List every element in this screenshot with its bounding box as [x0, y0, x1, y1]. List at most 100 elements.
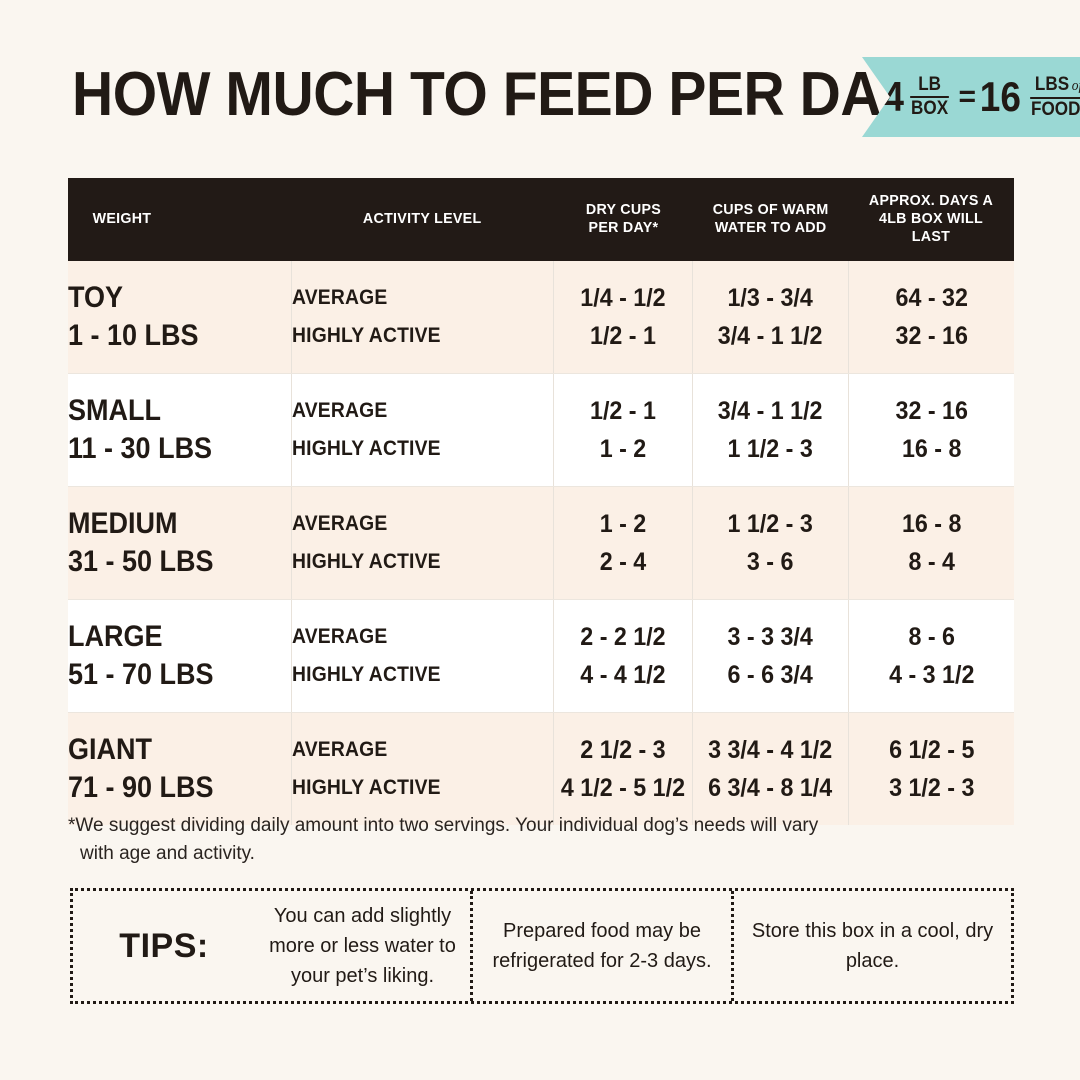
header-weight: WEIGHT	[92, 210, 152, 227]
weight-size-label: SMALL	[68, 394, 161, 427]
cell-activity: AVERAGE HIGHLY ACTIVE	[291, 373, 555, 487]
water-highly-active: 6 - 6 3/4	[727, 661, 814, 689]
cell-days-lasting: 64 - 32 32 - 16	[848, 261, 1014, 374]
table-row: SMALL 11 - 30 LBS AVERAGE HIGHLY ACTIVE …	[68, 373, 1014, 487]
box-yield-banner: 4 LB BOX = 16 LBS of FOOD!	[844, 57, 1080, 137]
activity-average-label: AVERAGE	[291, 399, 388, 422]
tips-label: TIPS:	[119, 926, 209, 965]
header-cups-of-warm-water: CUPS OF WARM WATER TO ADD	[697, 178, 845, 261]
activity-average-label: AVERAGE	[291, 512, 388, 535]
water-highly-active: 1 1/2 - 3	[727, 435, 814, 463]
days-highly-active: 4 - 3 1/2	[888, 661, 974, 689]
dry-cups-average: 1/4 - 1/2	[580, 284, 666, 312]
cell-activity: AVERAGE HIGHLY ACTIVE	[291, 486, 555, 600]
tip-item-water-amount: You can add slightly more or less water …	[269, 905, 456, 987]
cell-activity: AVERAGE HIGHLY ACTIVE	[291, 599, 555, 713]
cell-weight: GIANT 71 - 90 LBS	[68, 712, 292, 825]
weight-range-label: 31 - 50 LBS	[68, 545, 214, 578]
header-dry-cups-line2: PER DAY*	[588, 219, 659, 236]
dry-cups-average: 1 - 2	[600, 510, 647, 538]
header-dry-cups-line1: DRY CUPS	[585, 201, 661, 218]
tips-label-cell: TIPS:	[73, 891, 255, 1001]
cell-warm-water: 1/3 - 3/4 3/4 - 1 1/2	[692, 261, 849, 374]
water-average: 3 - 3 3/4	[727, 623, 814, 651]
cell-days-lasting: 16 - 8 8 - 4	[848, 486, 1014, 600]
banner-unit-denominator: BOX	[910, 96, 950, 119]
box-yield-expression: 4 LB BOX = 16 LBS of FOOD!	[882, 73, 1080, 120]
cell-dry-cups: 2 - 2 1/2 4 - 4 1/2	[553, 599, 694, 713]
cell-dry-cups: 1/4 - 1/2 1/2 - 1	[553, 261, 694, 374]
weight-size-label: LARGE	[68, 620, 163, 653]
water-average: 1/3 - 3/4	[727, 284, 814, 312]
banner-box-quantity: 4	[883, 73, 904, 120]
cell-warm-water: 3 - 3 3/4 6 - 6 3/4	[692, 599, 849, 713]
header-water-line1: CUPS OF WARM	[712, 201, 829, 218]
weight-range-label: 71 - 90 LBS	[68, 771, 214, 804]
cell-days-lasting: 8 - 6 4 - 3 1/2	[848, 599, 1014, 713]
feeding-table: WEIGHT ACTIVITY LEVEL DRY CUPS PER DAY* …	[68, 178, 1014, 825]
banner-unit-fraction: LB BOX	[910, 74, 950, 119]
footnote: *We suggest dividing daily amount into t…	[68, 812, 968, 868]
cell-days-lasting: 6 1/2 - 5 3 1/2 - 3	[848, 712, 1014, 825]
cell-warm-water: 1 1/2 - 3 3 - 6	[692, 486, 849, 600]
water-average: 1 1/2 - 3	[727, 510, 814, 538]
header-dry-cups-per-day: DRY CUPS PER DAY*	[557, 178, 689, 261]
banner-unit-numerator: LB	[918, 74, 942, 95]
dry-cups-highly-active: 2 - 4	[600, 548, 647, 576]
activity-average-label: AVERAGE	[291, 286, 388, 309]
activity-highly-active-label: HIGHLY ACTIVE	[291, 324, 441, 347]
dry-cups-highly-active: 4 1/2 - 5 1/2	[561, 774, 686, 802]
header-days-line1: APPROX. DAYS A	[868, 192, 994, 209]
header-approx-days: APPROX. DAYS A 4LB BOX WILL LAST	[852, 178, 1010, 261]
table-body: TOY 1 - 10 LBS AVERAGE HIGHLY ACTIVE 1/4…	[68, 261, 1014, 825]
cell-days-lasting: 32 - 16 16 - 8	[848, 373, 1014, 487]
water-average: 3/4 - 1 1/2	[718, 397, 823, 425]
activity-highly-active-label: HIGHLY ACTIVE	[291, 776, 441, 799]
page-title: HOW MUCH TO FEED PER DAY	[72, 60, 914, 129]
cell-warm-water: 3 3/4 - 4 1/2 6 3/4 - 8 1/4	[692, 712, 849, 825]
table-header: WEIGHT ACTIVITY LEVEL DRY CUPS PER DAY* …	[68, 178, 1014, 261]
days-average: 8 - 6	[908, 623, 955, 651]
table-row: TOY 1 - 10 LBS AVERAGE HIGHLY ACTIVE 1/4…	[68, 261, 1014, 374]
cell-weight: TOY 1 - 10 LBS	[68, 261, 292, 374]
weight-size-label: GIANT	[68, 733, 152, 766]
dry-cups-highly-active: 4 - 4 1/2	[580, 661, 666, 689]
banner-result-quantity: 16	[979, 73, 1021, 120]
banner-result-denominator: FOOD!	[1029, 96, 1080, 120]
cell-weight: SMALL 11 - 30 LBS	[68, 373, 292, 487]
days-highly-active: 32 - 16	[895, 322, 968, 350]
tip-item-storage: Store this box in a cool, dry place.	[731, 891, 1011, 1001]
water-average: 3 3/4 - 4 1/2	[708, 736, 833, 764]
banner-equals-sign: =	[958, 80, 977, 113]
table-header-row: WEIGHT ACTIVITY LEVEL DRY CUPS PER DAY* …	[68, 178, 1014, 261]
activity-highly-active-label: HIGHLY ACTIVE	[291, 550, 441, 573]
banner-result-of: of	[1071, 77, 1080, 94]
footnote-line2: with age and activity.	[80, 843, 255, 864]
cell-warm-water: 3/4 - 1 1/2 1 1/2 - 3	[692, 373, 849, 487]
days-average: 32 - 16	[895, 397, 968, 425]
cell-dry-cups: 1 - 2 2 - 4	[553, 486, 694, 600]
cell-activity: AVERAGE HIGHLY ACTIVE	[291, 261, 555, 374]
dry-cups-average: 1/2 - 1	[590, 397, 657, 425]
days-highly-active: 8 - 4	[908, 548, 955, 576]
dry-cups-highly-active: 1/2 - 1	[590, 322, 657, 350]
days-average: 64 - 32	[895, 284, 968, 312]
footnote-line1: *We suggest dividing daily amount into t…	[68, 815, 819, 836]
weight-size-label: TOY	[68, 281, 124, 314]
table-row: MEDIUM 31 - 50 LBS AVERAGE HIGHLY ACTIVE…	[68, 486, 1014, 600]
dry-cups-average: 2 1/2 - 3	[580, 736, 666, 764]
cell-weight: LARGE 51 - 70 LBS	[68, 599, 292, 713]
weight-range-label: 51 - 70 LBS	[68, 658, 214, 691]
days-average: 16 - 8	[901, 510, 961, 538]
tip-item-refrigerate: Prepared food may be refrigerated for 2-…	[470, 891, 731, 1001]
weight-range-label: 11 - 30 LBS	[68, 432, 213, 465]
dry-cups-average: 2 - 2 1/2	[580, 623, 666, 651]
weight-size-label: MEDIUM	[68, 507, 178, 540]
cell-dry-cups: 1/2 - 1 1 - 2	[553, 373, 694, 487]
activity-highly-active-label: HIGHLY ACTIVE	[291, 437, 441, 460]
days-highly-active: 3 1/2 - 3	[888, 774, 974, 802]
days-highly-active: 16 - 8	[901, 435, 961, 463]
days-average: 6 1/2 - 5	[888, 736, 974, 764]
cell-weight: MEDIUM 31 - 50 LBS	[68, 486, 292, 600]
water-highly-active: 3/4 - 1 1/2	[718, 322, 823, 350]
